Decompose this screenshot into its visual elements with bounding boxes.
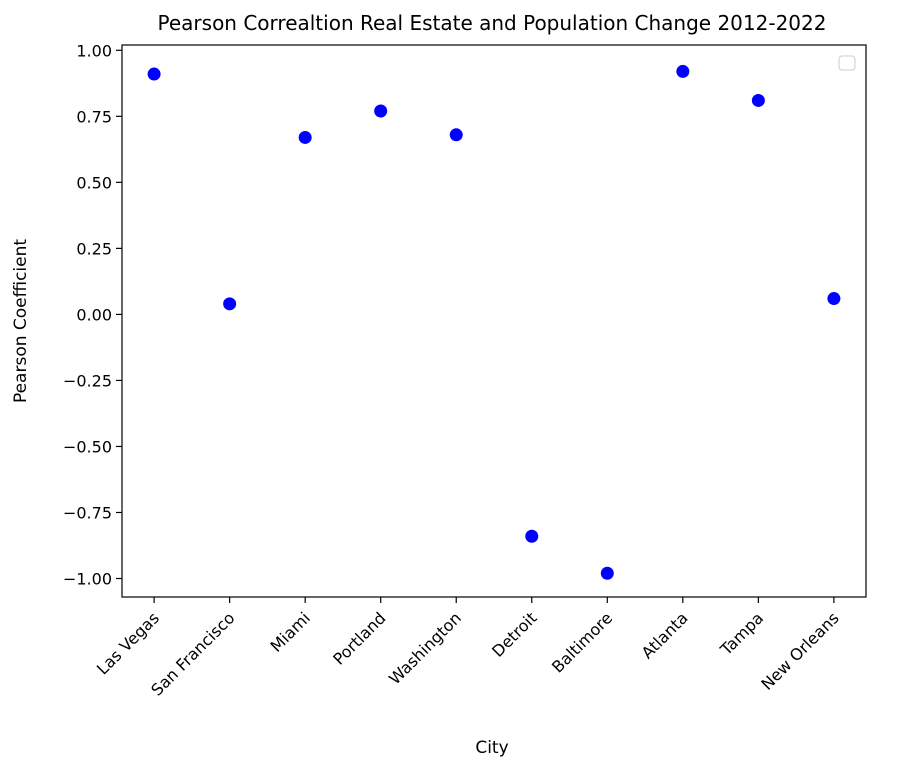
x-tick-label: Atlanta [638, 608, 692, 662]
x-tick-label: Detroit [488, 608, 540, 660]
chart-title: Pearson Correaltion Real Estate and Popu… [158, 11, 827, 35]
y-tick-label: 0.25 [76, 239, 112, 258]
data-point [449, 128, 463, 142]
plot-area-frame [121, 44, 867, 598]
legend-box [838, 55, 856, 71]
data-point [827, 292, 841, 306]
data-point [600, 566, 614, 580]
y-tick-label: 1.00 [76, 41, 112, 60]
x-tick-label: Las Vegas [93, 608, 163, 678]
y-axis-label: Pearson Coefficient [11, 239, 31, 403]
x-tick-label: Miami [267, 608, 314, 655]
x-tick-label: Portland [329, 608, 389, 668]
y-tick-label: 0.50 [76, 173, 112, 192]
data-point [223, 297, 237, 311]
data-point [147, 67, 161, 81]
data-point [751, 93, 765, 107]
y-tick-label: 0.00 [76, 305, 112, 324]
y-tick-label: −1.00 [63, 570, 112, 589]
y-tick-label: −0.25 [63, 371, 112, 390]
y-tick-label: −0.50 [63, 437, 112, 456]
x-tick-label: New Orleans [757, 608, 842, 693]
x-tick-label: Tampa [716, 608, 767, 659]
x-tick-label: Baltimore [548, 608, 616, 676]
data-point [374, 104, 388, 118]
x-tick-label: Washington [385, 608, 465, 688]
data-points [147, 64, 841, 580]
x-axis-label: City [475, 738, 508, 758]
y-tick-label: −0.75 [63, 503, 112, 522]
y-tick-label: 0.75 [76, 107, 112, 126]
data-point [525, 529, 539, 543]
data-point [298, 130, 312, 144]
data-point [676, 64, 690, 78]
y-axis-ticks: −1.00 −0.75 −0.50 −0.25 0.00 0.25 0.50 0.75 1.00 [63, 41, 122, 589]
